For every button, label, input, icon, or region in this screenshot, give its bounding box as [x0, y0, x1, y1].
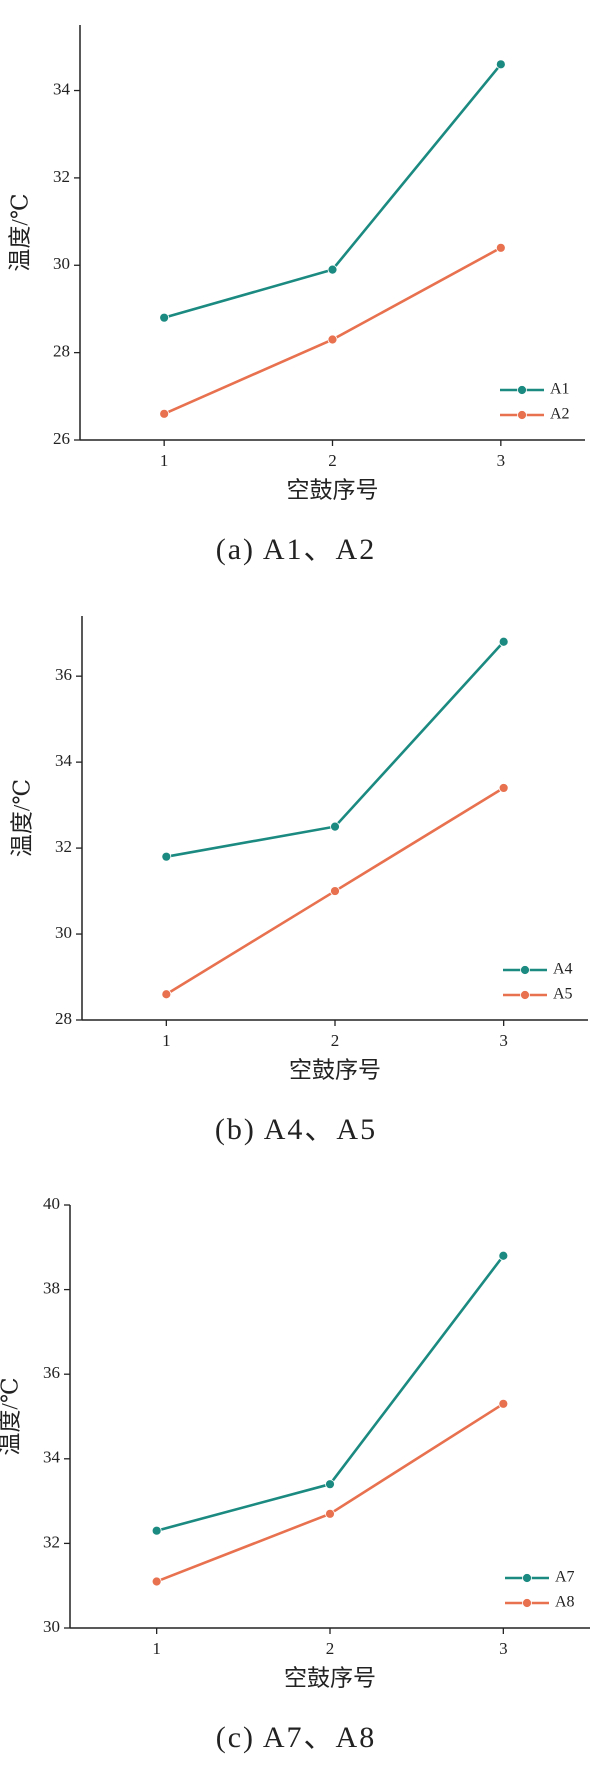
y-tick-label: 30 — [55, 923, 72, 942]
x-tick-label: 3 — [499, 1639, 508, 1658]
marker — [498, 636, 509, 647]
legend-marker — [522, 1598, 532, 1608]
x-tick-label: 1 — [162, 1031, 171, 1050]
marker — [327, 264, 338, 275]
legend-marker — [520, 990, 530, 1000]
legend-marker — [517, 410, 527, 420]
marker — [159, 312, 170, 323]
y-tick-label: 28 — [53, 342, 70, 361]
marker — [498, 1398, 509, 1409]
legend-marker — [520, 965, 530, 975]
marker — [161, 851, 172, 862]
y-axis-label: 温度/℃ — [0, 1377, 22, 1455]
x-tick-label: 2 — [328, 451, 337, 470]
legend-label: A5 — [553, 986, 573, 1003]
y-tick-label: 30 — [53, 254, 70, 273]
x-axis-label: 空鼓序号 — [284, 1665, 376, 1690]
marker — [325, 1479, 335, 1490]
y-axis-label: 温度/℃ — [9, 779, 34, 857]
legend-label: A8 — [555, 1594, 575, 1611]
marker — [325, 1508, 335, 1519]
y-tick-label: 28 — [55, 1009, 72, 1028]
y-tick-label: 30 — [43, 1617, 60, 1636]
legend-marker — [517, 385, 527, 395]
series-line — [156, 1402, 505, 1583]
marker — [498, 783, 509, 793]
marker — [330, 821, 340, 832]
y-tick-label: 34 — [53, 79, 71, 98]
x-tick-label: 2 — [326, 1639, 335, 1658]
marker — [495, 242, 506, 253]
y-tick-label: 32 — [43, 1532, 60, 1551]
legend-label: A4 — [553, 961, 573, 978]
y-tick-label: 36 — [55, 665, 72, 684]
legend-label: A7 — [555, 1569, 575, 1586]
x-tick-label: 1 — [152, 1639, 161, 1658]
x-tick-label: 2 — [331, 1031, 340, 1050]
x-axis-label: 空鼓序号 — [287, 477, 379, 502]
caption: (a) A1、A2 — [216, 533, 376, 566]
y-axis-label: 温度/℃ — [7, 193, 32, 271]
series-line — [163, 63, 502, 319]
y-tick-label: 34 — [55, 751, 73, 770]
marker — [495, 59, 506, 70]
legend-label: A1 — [550, 381, 570, 398]
y-tick-label: 40 — [43, 1194, 60, 1213]
y-tick-label: 32 — [55, 837, 72, 856]
caption: (c) A7、A8 — [216, 1721, 376, 1754]
legend-label: A2 — [550, 406, 570, 423]
marker — [330, 886, 340, 896]
series-line — [156, 1254, 505, 1532]
caption: (b) A4、A5 — [215, 1113, 377, 1146]
x-axis-label: 空鼓序号 — [289, 1057, 381, 1082]
x-tick-label: 3 — [499, 1031, 508, 1050]
x-tick-label: 3 — [497, 451, 506, 470]
y-tick-label: 34 — [43, 1448, 61, 1467]
y-tick-label: 36 — [43, 1363, 60, 1382]
y-tick-label: 26 — [53, 429, 70, 448]
y-tick-label: 32 — [53, 167, 70, 186]
x-tick-label: 1 — [160, 451, 169, 470]
marker — [327, 334, 338, 345]
marker — [498, 1250, 509, 1261]
marker — [161, 989, 172, 1000]
marker — [159, 408, 170, 419]
legend-marker — [522, 1573, 532, 1583]
marker — [151, 1576, 162, 1587]
marker — [151, 1525, 162, 1536]
y-tick-label: 38 — [43, 1279, 60, 1298]
